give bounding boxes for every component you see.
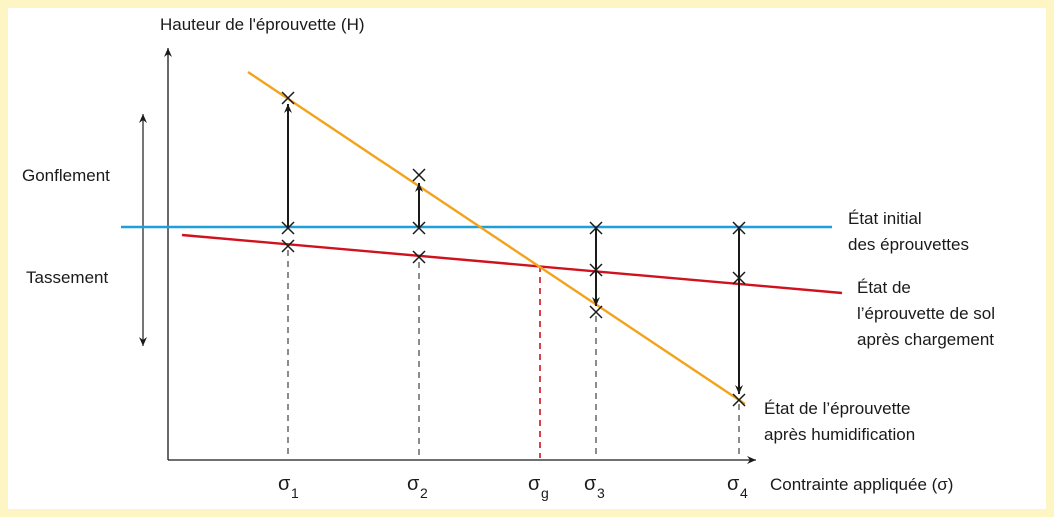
loaded-state-label-line3: après chargement	[857, 330, 994, 349]
marker-s2-wet	[413, 169, 425, 181]
tick-sigma-g-sub: g	[541, 485, 549, 501]
wetted-state-label-line2: après humidification	[764, 425, 915, 444]
swelling-label: Gonflement	[22, 166, 110, 185]
tick-sigma-g: σ g	[528, 473, 549, 501]
initial-state-label-line1: État initial	[848, 209, 922, 228]
tick-sigma3-sub: 3	[597, 485, 605, 501]
wetted-state-label: État de l’éprouvette après humidificatio…	[764, 399, 915, 444]
wetted-state-line	[248, 72, 745, 404]
tick-sigma1: σ 1	[278, 473, 299, 501]
tick-sigma1-base: σ	[278, 473, 291, 495]
tick-sigma3: σ 3	[584, 473, 605, 501]
tick-sigma4-base: σ	[727, 473, 740, 495]
loaded-state-line	[182, 235, 842, 293]
loaded-state-label: État de l’éprouvette de sol après charge…	[857, 278, 995, 349]
wetted-state-label-line1: État de l’éprouvette	[764, 399, 910, 418]
tick-sigma2: σ 2	[407, 473, 428, 501]
settlement-label: Tassement	[26, 268, 108, 287]
loaded-state-label-line1: État de	[857, 278, 911, 297]
tick-sigma4-sub: 4	[740, 485, 748, 501]
tick-sigma4: σ 4	[727, 473, 748, 501]
tick-sigma2-sub: 2	[420, 485, 428, 501]
tick-sigma1-sub: 1	[291, 485, 299, 501]
y-axis-title: Hauteur de l'éprouvette (H)	[160, 15, 365, 34]
initial-state-label-line2: des éprouvettes	[848, 235, 969, 254]
loaded-state-label-line2: l’éprouvette de sol	[857, 304, 995, 323]
initial-state-label: État initial des éprouvettes	[848, 209, 969, 254]
tick-sigma-g-base: σ	[528, 473, 541, 495]
x-axis-title: Contrainte appliquée (σ)	[770, 475, 953, 494]
tick-sigma3-base: σ	[584, 473, 597, 495]
marker-s1-wet	[282, 92, 294, 104]
tick-sigma2-base: σ	[407, 473, 420, 495]
